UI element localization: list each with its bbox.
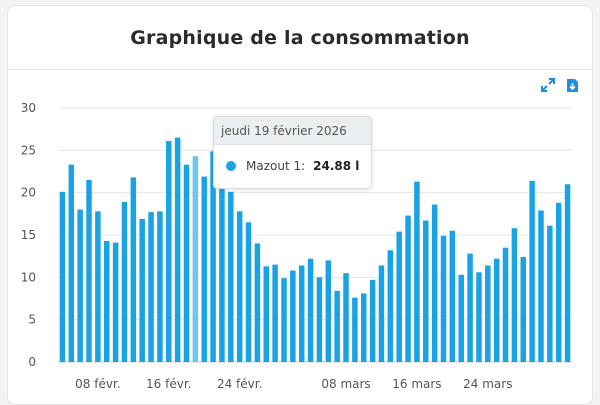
chart-bar[interactable]	[59, 191, 66, 362]
chart-bar[interactable]	[192, 156, 199, 362]
chart-bar[interactable]	[228, 191, 234, 362]
chart-bar[interactable]	[95, 211, 101, 362]
chart-bar[interactable]	[387, 250, 394, 362]
chart-bar[interactable]	[423, 220, 429, 362]
tooltip-body: Mazout 1: 24.88 l	[214, 145, 371, 187]
chart-bar[interactable]	[334, 290, 340, 362]
chart-bar[interactable]	[210, 151, 216, 362]
chart-bar[interactable]	[316, 277, 323, 362]
chart-bar[interactable]	[369, 279, 376, 362]
chart-bar[interactable]	[538, 210, 544, 362]
chart-bar[interactable]	[130, 177, 137, 362]
chart-bar[interactable]	[511, 228, 518, 362]
chart-bar[interactable]	[77, 209, 83, 362]
chart-bar[interactable]	[440, 235, 447, 362]
chart-bar[interactable]	[307, 258, 314, 362]
chart-tooltip: jeudi 19 février 2026 Mazout 1: 24.88 l	[213, 116, 372, 189]
chart-bar[interactable]	[431, 204, 438, 362]
x-tick-label: 24 mars	[463, 377, 512, 391]
card-title: Graphique de la consommation	[130, 26, 470, 49]
chart-bar[interactable]	[219, 187, 225, 362]
chart-bar[interactable]	[449, 230, 456, 362]
y-tick-label: 25	[21, 143, 36, 157]
chart-bar[interactable]	[103, 240, 110, 362]
chart-bar[interactable]	[245, 222, 252, 362]
chart-bar[interactable]	[485, 265, 491, 362]
chart-bar[interactable]	[263, 266, 269, 362]
y-tick-label: 5	[28, 313, 36, 327]
chart-bar[interactable]	[298, 265, 305, 362]
chart-bar[interactable]	[502, 247, 509, 362]
expand-icon	[541, 78, 555, 92]
chart-bar[interactable]	[467, 253, 473, 362]
chart-bar[interactable]	[281, 278, 287, 362]
series-color-dot	[226, 161, 236, 171]
chart-bar[interactable]	[564, 184, 571, 362]
chart-bar[interactable]	[529, 180, 535, 362]
x-tick-label: 08 mars	[321, 377, 370, 391]
tooltip-date: jeudi 19 février 2026	[214, 117, 371, 145]
y-tick-label: 10	[21, 270, 36, 284]
y-tick-label: 0	[28, 355, 36, 369]
chart-bar[interactable]	[396, 231, 402, 362]
chart-toolbar	[540, 77, 580, 93]
chart-bar[interactable]	[325, 260, 332, 362]
chart-bar[interactable]	[547, 225, 553, 362]
expand-button[interactable]	[540, 77, 556, 93]
chart-bar[interactable]	[68, 164, 75, 362]
chart-bar[interactable]	[476, 272, 482, 362]
chart-bar[interactable]	[378, 265, 385, 362]
chart-bar[interactable]	[458, 274, 464, 362]
tooltip-series-name: Mazout 1:	[246, 159, 306, 173]
chart-bar[interactable]	[352, 297, 358, 362]
chart-bar[interactable]	[121, 201, 128, 362]
chart-bar[interactable]	[86, 179, 92, 362]
y-tick-label: 30	[21, 101, 36, 115]
x-tick-label: 16 févr.	[146, 377, 191, 391]
chart-bar[interactable]	[201, 176, 207, 362]
chart-bar[interactable]	[157, 211, 163, 362]
download-button[interactable]	[564, 77, 580, 93]
chart-bar[interactable]	[555, 202, 562, 362]
chart-bar[interactable]	[183, 164, 190, 362]
card-header: Graphique de la consommation	[8, 6, 592, 70]
download-icon	[566, 78, 578, 92]
y-tick-label: 20	[21, 186, 36, 200]
chart-bar[interactable]	[290, 270, 296, 362]
x-tick-label: 08 févr.	[75, 377, 120, 391]
x-tick-label: 16 mars	[392, 377, 441, 391]
tooltip-value: 24.88 l	[313, 159, 360, 173]
chart-bar[interactable]	[174, 137, 181, 362]
chart-bar[interactable]	[493, 258, 500, 362]
chart-bar[interactable]	[236, 211, 243, 362]
chart-bar[interactable]	[272, 264, 278, 362]
y-tick-label: 15	[21, 228, 36, 242]
x-tick-label: 24 févr.	[217, 377, 262, 391]
chart-bar[interactable]	[166, 141, 172, 362]
chart-bar[interactable]	[139, 218, 145, 362]
chart-bar[interactable]	[112, 242, 119, 362]
chart-bar[interactable]	[148, 212, 154, 362]
chart-bar[interactable]	[343, 273, 349, 362]
chart-bar[interactable]	[360, 293, 367, 362]
chart-bar[interactable]	[254, 243, 261, 362]
chart-bar[interactable]	[520, 257, 526, 362]
chart-bar[interactable]	[405, 215, 411, 362]
chart-bar[interactable]	[414, 181, 420, 362]
